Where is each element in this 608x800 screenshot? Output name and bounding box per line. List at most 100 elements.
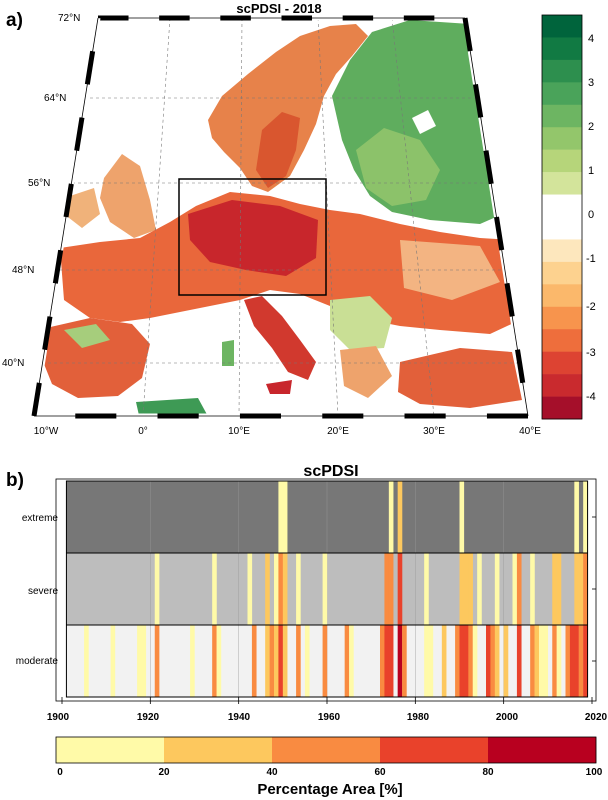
iberia xyxy=(40,318,150,398)
iberia-wet xyxy=(64,324,110,348)
heatmap-cell xyxy=(141,625,147,697)
lon-label: 30°E xyxy=(423,426,445,437)
heatmap-cell xyxy=(424,553,429,625)
lat-label: 72°N xyxy=(58,13,80,24)
longitude-labels: 10°W 0° 10°E 20°E 30°E 40°E xyxy=(34,426,542,437)
map-lon-line xyxy=(391,18,435,416)
map-colorbar-swatch xyxy=(542,82,582,106)
drought-map xyxy=(34,18,528,416)
balkans-wet xyxy=(330,296,392,350)
percentage-colorbar-swatch xyxy=(380,737,489,763)
cb-tick: -2 xyxy=(586,301,596,313)
heatmap-cell xyxy=(428,625,434,697)
x-tick-label: 2000 xyxy=(496,712,519,723)
panel-a-label: a) xyxy=(6,10,23,31)
lat-label: 48°N xyxy=(12,265,34,276)
heatmap-cell xyxy=(556,553,562,625)
heatmap-cell xyxy=(583,625,588,697)
cb-tick: -4 xyxy=(586,391,596,403)
heatmap-cell xyxy=(397,553,403,625)
heatmap-cell xyxy=(212,553,217,625)
x-axis-label: Percentage Area [%] xyxy=(257,781,402,798)
heatmap-cell xyxy=(468,625,473,697)
heatmap-cell xyxy=(543,625,549,697)
sicily xyxy=(266,380,292,394)
map-colorbar-swatch xyxy=(542,351,582,375)
map-frame-edge xyxy=(464,17,529,417)
heatmap-cell xyxy=(296,553,301,625)
map-colorbar-swatch xyxy=(542,261,582,285)
cb-tick: 0 xyxy=(57,767,63,778)
lake-area xyxy=(412,110,436,134)
heatmap-cell xyxy=(384,553,390,625)
heatmap-cell xyxy=(84,625,89,697)
cb-tick: 60 xyxy=(374,767,386,778)
heatmap-cell xyxy=(265,625,270,697)
cb-tick: 40 xyxy=(266,767,278,778)
row-label-extreme: extreme xyxy=(22,513,59,524)
map-colorbar-swatch xyxy=(542,217,582,240)
cb-tick: 0 xyxy=(588,209,594,221)
heatmap-cell xyxy=(565,625,571,697)
cb-tick: 2 xyxy=(588,121,594,133)
heatmap-cell xyxy=(137,625,142,697)
heatmap-cell xyxy=(530,625,535,697)
cb-tick: 1 xyxy=(588,165,594,177)
heatmap-cell xyxy=(463,625,469,697)
heatmap-cell xyxy=(154,553,160,625)
heatmap-cell xyxy=(388,625,394,697)
map-colorbar-swatch xyxy=(542,104,582,128)
map-colorbar-swatch xyxy=(542,15,582,38)
heatmap-cell xyxy=(530,553,535,625)
map-colorbar-border xyxy=(541,14,583,420)
map-colorbar-swatch xyxy=(542,194,582,218)
cb-tick: 4 xyxy=(588,33,594,45)
heatmap-cell xyxy=(344,625,350,697)
heatmap-cell xyxy=(247,553,253,625)
map-colorbar-swatch xyxy=(542,329,582,352)
heatmap-cell xyxy=(472,625,478,697)
heatmap-cell xyxy=(552,625,557,697)
heatmap-cell xyxy=(296,625,301,697)
heatmap-cell xyxy=(397,481,403,553)
row-label-moderate: moderate xyxy=(16,656,59,667)
map-lon-line xyxy=(317,18,339,416)
map-colorbar-swatch xyxy=(542,59,582,83)
heatmap-cell xyxy=(388,481,394,553)
heatmap-cell xyxy=(212,625,217,697)
italy xyxy=(244,296,316,380)
percentage-colorbar-border xyxy=(55,736,597,764)
heatmap-cell xyxy=(455,625,460,697)
lat-label: 56°N xyxy=(28,178,50,189)
row-label-severe: severe xyxy=(28,586,58,597)
percentage-colorbar-swatch xyxy=(56,737,165,763)
map-colorbar-swatch xyxy=(542,396,582,420)
heatmap-cell xyxy=(463,553,469,625)
heatmap-cell xyxy=(278,481,284,553)
map-colorbar-swatch xyxy=(542,149,582,173)
map-colorbar xyxy=(541,14,583,420)
heatmap-cell xyxy=(578,553,584,625)
lat-label: 40°N xyxy=(2,358,24,369)
lon-label: 20°E xyxy=(327,426,349,437)
heatmap-cell xyxy=(274,625,279,697)
northeast-wet-area xyxy=(356,128,440,206)
heatmap-cell xyxy=(269,625,275,697)
heatmap-cell xyxy=(322,553,328,625)
map-title: scPDSI - 2018 xyxy=(236,1,321,16)
heatmap-cell xyxy=(154,625,160,697)
lat-label: 64°N xyxy=(44,93,66,104)
map-colorbar-swatch xyxy=(542,284,582,308)
heatmap-cell xyxy=(574,625,579,697)
heatmap-cell xyxy=(322,625,328,697)
map-colorbar-swatch xyxy=(542,127,582,150)
heatmap-cell xyxy=(402,625,407,697)
heatmap-cell xyxy=(282,553,288,625)
heatmap-cell xyxy=(441,625,447,697)
heatmap-cell xyxy=(539,625,544,697)
heatmap-cell xyxy=(486,625,491,697)
heatmap-cell xyxy=(583,553,588,625)
cb-tick: -3 xyxy=(586,347,596,359)
lon-label: 10°E xyxy=(228,426,250,437)
